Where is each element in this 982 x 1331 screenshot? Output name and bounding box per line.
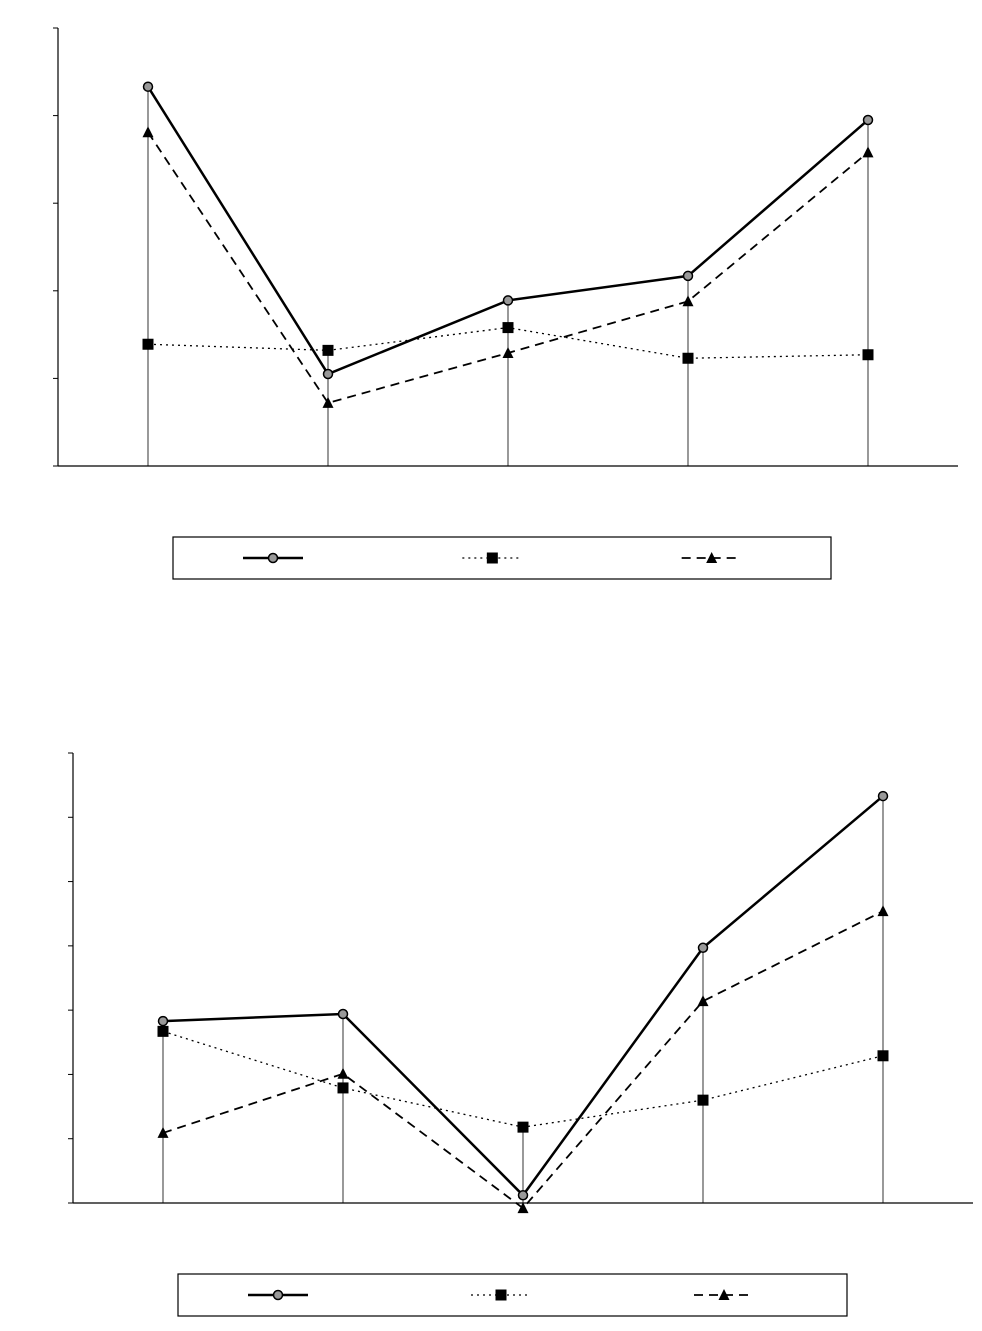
marker	[877, 905, 889, 917]
line-chart	[68, 752, 973, 1317]
marker	[267, 552, 279, 564]
marker	[517, 1202, 529, 1214]
marker	[142, 338, 154, 350]
series-line	[162, 1030, 884, 1128]
marker	[272, 1289, 284, 1301]
marker	[862, 114, 874, 126]
marker	[682, 295, 694, 307]
line-chart	[53, 27, 958, 580]
marker	[502, 295, 514, 306]
marker	[697, 995, 709, 1007]
legend	[177, 1273, 848, 1317]
marker	[682, 270, 694, 282]
marker	[877, 1050, 889, 1062]
marker	[337, 1008, 349, 1020]
marker	[502, 322, 514, 334]
marker	[517, 1121, 529, 1133]
marker	[157, 1126, 169, 1138]
marker	[157, 1025, 169, 1037]
marker	[337, 1082, 349, 1094]
marker	[322, 368, 334, 380]
marker	[157, 1015, 169, 1027]
legend	[172, 536, 832, 580]
marker	[486, 552, 498, 564]
marker	[697, 1094, 709, 1106]
marker	[697, 942, 709, 954]
series-line	[162, 910, 884, 1210]
marker	[322, 344, 334, 356]
marker	[862, 349, 874, 361]
marker	[682, 352, 694, 364]
marker	[517, 1190, 529, 1201]
marker	[142, 81, 154, 92]
marker	[142, 126, 154, 138]
marker	[322, 396, 334, 408]
marker	[706, 552, 718, 563]
marker	[337, 1067, 349, 1079]
marker	[502, 346, 514, 358]
marker	[718, 1289, 730, 1300]
marker	[877, 790, 889, 802]
marker	[495, 1289, 507, 1301]
marker	[862, 146, 874, 158]
